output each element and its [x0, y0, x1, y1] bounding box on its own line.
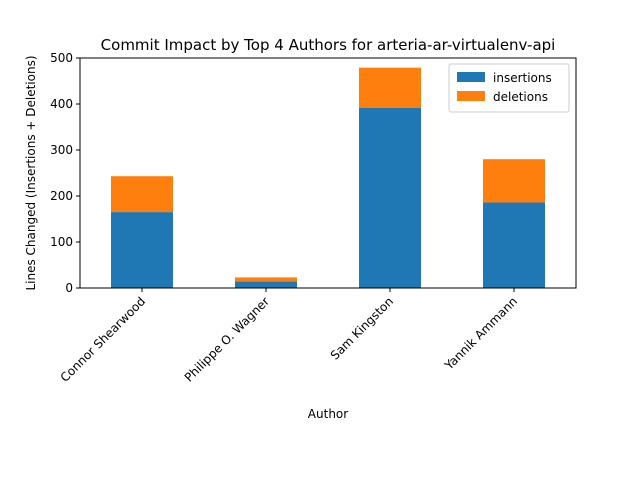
bar-insertions-3	[483, 202, 545, 288]
bar-deletions-2	[359, 67, 421, 108]
legend: insertions deletions	[448, 63, 570, 113]
plot-frame	[79, 57, 577, 289]
legend-swatch-deletions	[457, 91, 485, 101]
x-tick-label: Philippe O. Wagner	[182, 294, 272, 384]
x-tick-label: Connor Shearwood	[58, 294, 149, 385]
x-tick-label: Sam Kingston	[328, 294, 396, 362]
chart-title: Commit Impact by Top 4 Authors for arter…	[101, 36, 556, 54]
y-axis-label: Lines Changed (Insertions + Deletions)	[24, 55, 38, 290]
y-tick-label: 0	[65, 281, 73, 295]
bar-deletions-0	[111, 176, 173, 213]
bar-insertions-2	[359, 107, 421, 289]
legend-swatch-insertions	[457, 72, 485, 82]
y-tick-label: 200	[50, 189, 73, 203]
y-tick-label: 500	[50, 51, 73, 65]
y-tick-label: 300	[50, 143, 73, 157]
bar-insertions-0	[111, 212, 173, 288]
bars-group	[111, 67, 545, 289]
y-tick-label: 400	[50, 97, 73, 111]
y-axis: 0 100 200 300 400 500	[50, 51, 80, 295]
x-axis-label: Author	[308, 407, 348, 421]
bar-insertions-1	[235, 281, 297, 288]
x-axis: Connor Shearwood Philippe O. Wagner Sam Ki…	[58, 288, 520, 385]
x-tick-label: Yannik Ammann	[441, 294, 520, 373]
bar-deletions-3	[483, 159, 545, 203]
legend-label-deletions: deletions	[493, 90, 548, 104]
legend-label-insertions: insertions	[493, 71, 552, 85]
bar-deletions-1	[235, 277, 297, 282]
y-tick-label: 100	[50, 235, 73, 249]
